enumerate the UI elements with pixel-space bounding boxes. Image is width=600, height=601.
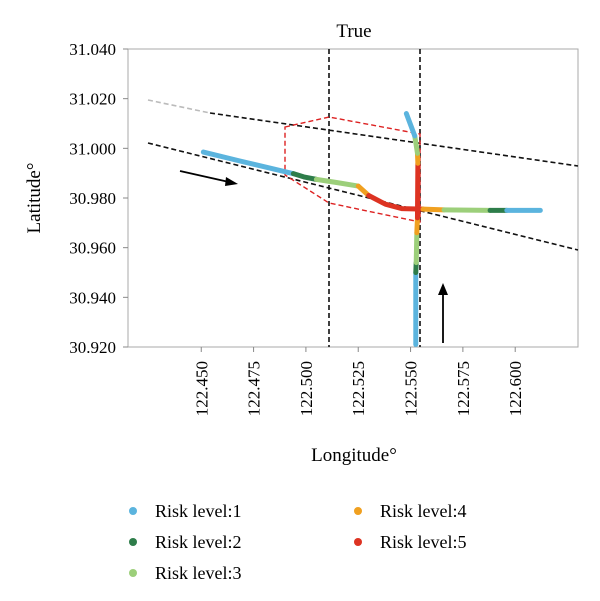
y-tick-label: 30.940: [69, 288, 116, 307]
track-segment-level-3: [416, 233, 417, 263]
track-segment-level-1: [203, 152, 293, 174]
x-tick-label: 122.550: [402, 361, 421, 416]
road-boundaries: [148, 49, 578, 347]
x-tick-label: 122.575: [454, 361, 473, 416]
chart-title: True: [336, 21, 371, 42]
track-segment-level-3: [316, 179, 358, 186]
boundary-line-upper: [210, 113, 578, 166]
x-tick-label: 122.450: [192, 361, 211, 416]
legend-label: Risk level:2: [155, 532, 242, 552]
direction-arrows: [180, 171, 448, 343]
legend-marker: [354, 538, 362, 546]
legend-label: Risk level:5: [380, 532, 467, 552]
track-segment-level-2: [293, 174, 316, 180]
legend-label: Risk level:4: [380, 501, 467, 521]
track-segment-level-5: [369, 196, 423, 210]
y-tick-label: 31.020: [69, 90, 116, 109]
boundary-line-upper-faded: [148, 100, 210, 113]
legend-marker: [129, 569, 137, 577]
y-axis-ticks: 30.920 30.940 30.960 30.980 31.000 31.020 31.0…: [69, 40, 128, 357]
trajectories: [203, 114, 540, 345]
x-tick-label: 122.475: [245, 361, 264, 416]
legend-marker: [129, 507, 137, 515]
x-tick-label: 122.600: [506, 361, 525, 416]
legend-label: Risk level:1: [155, 501, 242, 521]
x-axis-ticks: 122.450 122.475 122.500 122.525 122.550 122.5…: [192, 347, 525, 416]
y-tick-label: 30.980: [69, 189, 116, 208]
x-tick-label: 122.525: [349, 361, 368, 416]
track-segment-level-4: [423, 209, 444, 210]
x-tick-label: 122.500: [297, 361, 316, 416]
track-segment-level-3: [415, 136, 418, 153]
arrow-eastbound-head: [225, 177, 238, 186]
legend-marker: [354, 507, 362, 515]
y-tick-label: 30.920: [69, 338, 116, 357]
x-axis-title: Longitude°: [311, 445, 397, 466]
y-tick-label: 31.040: [69, 40, 116, 59]
legend-label: Risk level:3: [155, 563, 242, 583]
y-axis-title: Latitude°: [24, 163, 45, 234]
boundary-line-lower: [148, 143, 578, 250]
legend: Risk level:1 Risk level:2 Risk level:3 Risk…: [129, 501, 467, 583]
y-tick-label: 30.960: [69, 239, 116, 258]
arrow-eastbound: [180, 171, 229, 182]
legend-marker: [129, 538, 137, 546]
y-tick-label: 31.000: [69, 139, 116, 158]
plot-frame: [128, 49, 578, 347]
arrow-northbound-head: [438, 283, 448, 295]
